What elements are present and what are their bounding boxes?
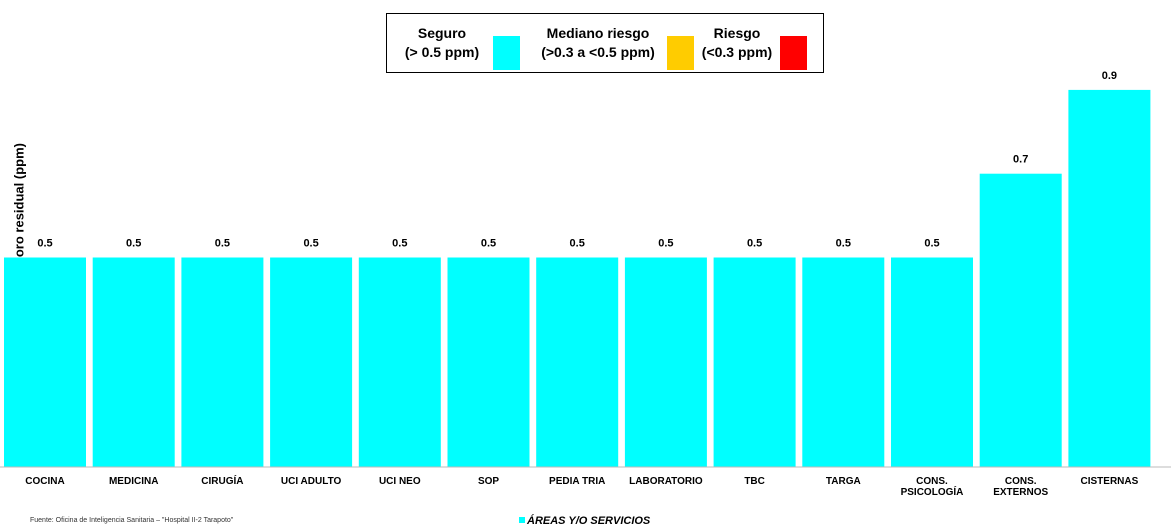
value-label-8: 0.5 — [747, 238, 762, 250]
value-label-4: 0.5 — [392, 238, 407, 250]
value-label-0: 0.5 — [37, 238, 52, 250]
legend-swatch-yellow — [667, 36, 694, 70]
category-label-8: TBC — [744, 476, 765, 487]
bar-8 — [713, 257, 796, 467]
bar-12 — [1068, 89, 1151, 468]
bar-11 — [979, 173, 1062, 467]
bar-7 — [624, 257, 707, 467]
chart-legend: Seguro (> 0.5 ppm) Mediano riesgo (>0.3 … — [386, 13, 824, 73]
bar-2 — [181, 257, 264, 467]
legend-swatch-red — [780, 36, 807, 70]
category-label-12: CISTERNAS — [1081, 476, 1139, 487]
category-labels-group: COCINA MEDICINA CIRUGÍA UCI ADULTO UCI NEO SO… — [25, 474, 1138, 498]
category-label-5: SOP — [478, 476, 499, 487]
bar-5 — [447, 257, 530, 467]
category-label-9: TARGA — [826, 476, 861, 487]
category-label-4: UCI NEO — [379, 476, 421, 487]
value-label-5: 0.5 — [481, 238, 496, 250]
category-label-2: CIRUGÍA — [201, 474, 243, 487]
category-label-10: CONS. PSICOLOGÍA — [901, 476, 964, 498]
category-label-0: COCINA — [25, 476, 64, 487]
value-label-12: 0.9 — [1102, 70, 1117, 82]
x-axis-title: ÁREAS Y/O SERVICIOS — [527, 515, 651, 527]
source-note: Fuente: Oficina de Inteligencia Sanitari… — [30, 517, 234, 524]
category-label-1: MEDICINA — [109, 476, 158, 487]
legend-label: Riesgo (<0.3 ppm) — [701, 25, 773, 60]
value-labels-group: 0.5 0.5 0.5 0.5 0.5 0.5 0.5 0.5 0.5 0.5 0.5 0.7 0.9 — [37, 70, 1117, 250]
value-label-6: 0.5 — [570, 238, 585, 250]
bars-group — [4, 89, 1151, 468]
bar-6 — [536, 257, 619, 467]
legend-label: Seguro (> 0.5 ppm) — [404, 25, 480, 60]
bar-3 — [270, 257, 353, 467]
category-label-11: CONS. EXTERNOS — [993, 476, 1048, 498]
bar-1 — [92, 257, 175, 467]
value-label-10: 0.5 — [924, 238, 939, 250]
value-label-2: 0.5 — [215, 238, 230, 250]
legend-label: Mediano riesgo (>0.3 a <0.5 ppm) — [541, 25, 655, 60]
category-label-6: PEDIA TRIA — [549, 476, 605, 487]
legend-swatch-cyan — [493, 36, 520, 70]
bar-9 — [802, 257, 885, 467]
value-label-11: 0.7 — [1013, 154, 1028, 166]
bar-0 — [4, 257, 86, 467]
category-label-7: LABORATORIO — [629, 476, 703, 487]
x-axis-legend: ÁREAS Y/O SERVICIOS — [519, 515, 650, 527]
value-label-3: 0.5 — [303, 238, 318, 250]
bar-4 — [358, 257, 441, 467]
value-label-9: 0.5 — [836, 238, 851, 250]
value-label-7: 0.5 — [658, 238, 673, 250]
square-icon — [519, 517, 525, 524]
bar-10 — [891, 257, 973, 467]
value-label-1: 0.5 — [126, 238, 141, 250]
category-label-3: UCI ADULTO — [281, 476, 342, 487]
